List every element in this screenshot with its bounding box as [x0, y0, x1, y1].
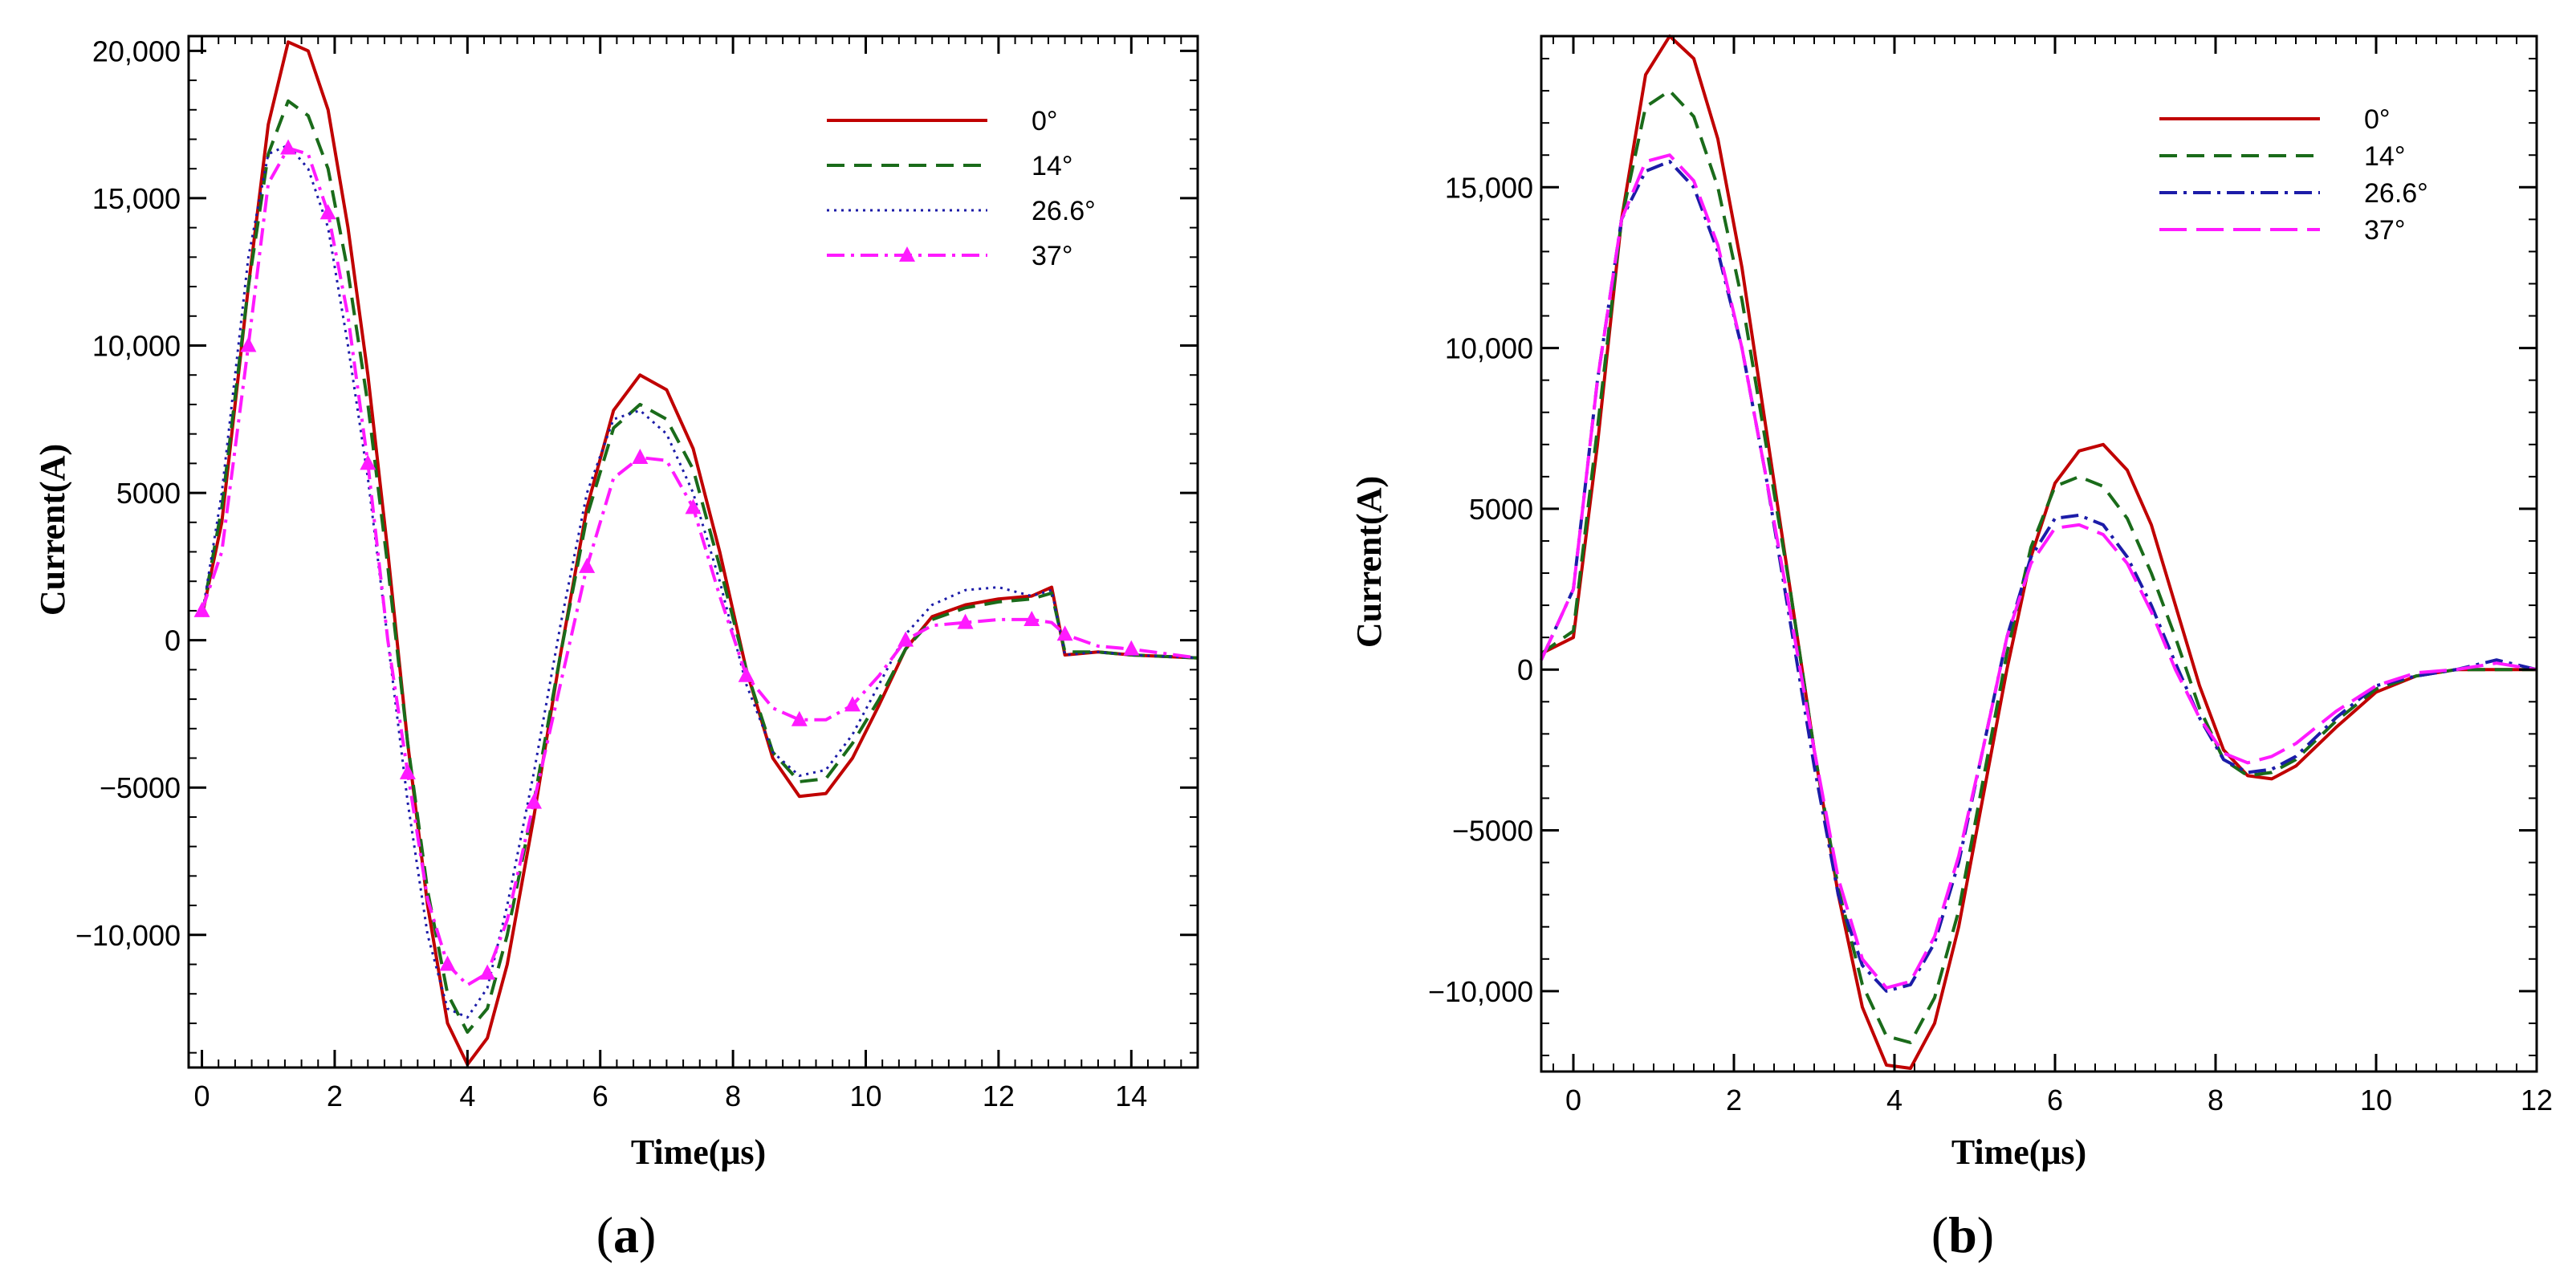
- panel-a-legend-label-37deg: 37°: [1032, 241, 1072, 271]
- panel-a-marker-37deg-20: [632, 449, 649, 465]
- panel-b-series-line-0deg: [1540, 35, 2537, 1070]
- panel-a-marker-37deg-14: [479, 964, 496, 980]
- panel-a-ytick-label-1: −5000: [100, 771, 181, 804]
- panel-a-xtick-label-3: 6: [592, 1080, 608, 1112]
- panel-b-ytick-label-3: 5000: [1469, 493, 1533, 526]
- panel-a-marker-37deg-36: [1056, 625, 1073, 641]
- panel-b-series-line-26_6deg: [1540, 160, 2537, 993]
- panel-a-marker-37deg-24: [738, 666, 755, 682]
- panel-b-xtick-label-6: 12: [2521, 1084, 2553, 1116]
- panel-a-ytick-label-0: −10,000: [75, 919, 181, 952]
- panel-a-marker-37deg-4: [280, 139, 297, 155]
- panel-a-xlabel: Time(μs): [631, 1133, 766, 1172]
- panel-b-legend-label-14deg: 14°: [2364, 141, 2405, 172]
- panel-b-xlabel: Time(μs): [1951, 1133, 2086, 1172]
- panel-a-series-line-26_6deg: [201, 144, 1198, 1019]
- panel-a-marker-37deg-38: [1123, 640, 1140, 656]
- panel-a-marker-37deg-26: [791, 710, 808, 726]
- panel-a-series-line-14deg: [200, 99, 1198, 1034]
- panel-a-xtick-label-0: 0: [194, 1080, 210, 1112]
- panel-a-xtick-label-5: 10: [849, 1080, 881, 1112]
- panel-a-marker-37deg-34: [1023, 610, 1040, 626]
- panel-a-marker-37deg-8: [360, 454, 376, 470]
- panel-a-marker-37deg-30: [897, 631, 914, 647]
- panel-b-xtick-label-5: 10: [2360, 1084, 2392, 1116]
- panel-a-marker-37deg-28: [844, 696, 861, 712]
- panel-b-ytick-label-2: 0: [1517, 653, 1533, 686]
- panel-b-legend: 0° 14° 26.6° 37°: [2159, 104, 2428, 246]
- panel-b-caption: (b): [1931, 1206, 1994, 1263]
- panel-b-legend-label-0deg: 0°: [2364, 104, 2391, 135]
- panel-a-series-line-0deg: [200, 40, 1198, 1067]
- panel-a-legend-label-26_6deg: 26.6°: [1032, 196, 1096, 226]
- panel-b-caption-open: (: [1931, 1206, 1948, 1263]
- panel-a-caption-open: (: [596, 1206, 613, 1263]
- panel-a-series-group: [193, 40, 1198, 1067]
- panel-b-xtick-label-2: 4: [1886, 1084, 1902, 1116]
- panel-a-xtick-label-6: 12: [983, 1080, 1015, 1112]
- panel-a-caption: (a): [596, 1206, 657, 1263]
- panel-b-series-group: [1540, 35, 2537, 1070]
- panel-a-ytick-label-6: 20,000: [92, 35, 181, 67]
- panel-b-xtick-label-3: 6: [2047, 1084, 2063, 1116]
- panel-a-xtick-label-4: 8: [725, 1080, 741, 1112]
- panel-b-series-line-14deg: [1540, 89, 2537, 1044]
- panel-b-xtick-label-1: 2: [1726, 1084, 1742, 1116]
- panel-a-legend-label-14deg: 14°: [1032, 151, 1072, 181]
- panel-a-marker-37deg-6: [319, 204, 336, 220]
- panel-b: Current(A) Time(μs) (b) 0 2 4 6 8 10 12 −10,000…: [1349, 35, 2553, 1263]
- panel-b-ytick-label-5: 15,000: [1445, 171, 1533, 204]
- panel-a-ytick-label-4: 10,000: [92, 330, 181, 363]
- panel-b-ylabel: Current(A): [1349, 476, 1389, 648]
- panel-b-xtick-label-4: 8: [2208, 1084, 2224, 1116]
- panel-b-caption-close: ): [1977, 1206, 1994, 1263]
- panel-a-caption-letter: a: [613, 1206, 639, 1263]
- panel-a-xtick-label-1: 2: [327, 1080, 343, 1112]
- panel-a-legend-marker-37deg: [899, 246, 915, 262]
- panel-b-ytick-label-1: −5000: [1452, 815, 1533, 848]
- panel-a-marker-37deg-10: [399, 763, 416, 779]
- panel-a-plot-frame: [187, 35, 1199, 1069]
- panel-a-marker-37deg-0: [193, 601, 210, 617]
- panel-a-marker-37deg-16: [526, 793, 543, 809]
- panel-a-series-line-37deg: [200, 146, 1198, 987]
- panel-a-legend: 0° 14° 26.6° 37°: [827, 106, 1096, 271]
- panel-a-marker-37deg-32: [957, 613, 974, 629]
- panel-a: Current(A) Time(μs) (a) 0 2 4 6 8 10 12 14 −10,0…: [33, 35, 1199, 1263]
- panel-a-marker-37deg-2: [240, 336, 257, 352]
- panel-a-xtick-label-2: 4: [459, 1080, 475, 1112]
- panel-b-caption-letter: b: [1948, 1206, 1977, 1263]
- panel-b-ytick-label-4: 10,000: [1445, 332, 1533, 365]
- panel-a-ytick-label-2: 0: [165, 624, 181, 657]
- panel-a-marker-37deg-18: [579, 557, 596, 573]
- panel-b-legend-label-26_6deg: 26.6°: [2364, 178, 2428, 209]
- panel-b-plot-frame: [1540, 35, 2538, 1073]
- panel-b-xtick-label-0: 0: [1565, 1084, 1581, 1116]
- panel-a-ytick-label-3: 5000: [116, 477, 181, 510]
- panel-a-legend-label-0deg: 0°: [1032, 106, 1058, 136]
- panel-a-marker-37deg-12: [439, 955, 456, 971]
- panel-a-xtick-label-7: 14: [1115, 1080, 1147, 1112]
- panel-b-ytick-label-0: −10,000: [1428, 975, 1533, 1008]
- panel-a-marker-37deg-22: [685, 498, 702, 514]
- panel-a-caption-close: ): [639, 1206, 656, 1263]
- panel-b-series-line-37deg: [1540, 153, 2537, 990]
- panel-a-ylabel: Current(A): [33, 444, 72, 616]
- panel-b-legend-label-37deg: 37°: [2364, 215, 2405, 246]
- panel-a-ytick-label-5: 15,000: [92, 182, 181, 215]
